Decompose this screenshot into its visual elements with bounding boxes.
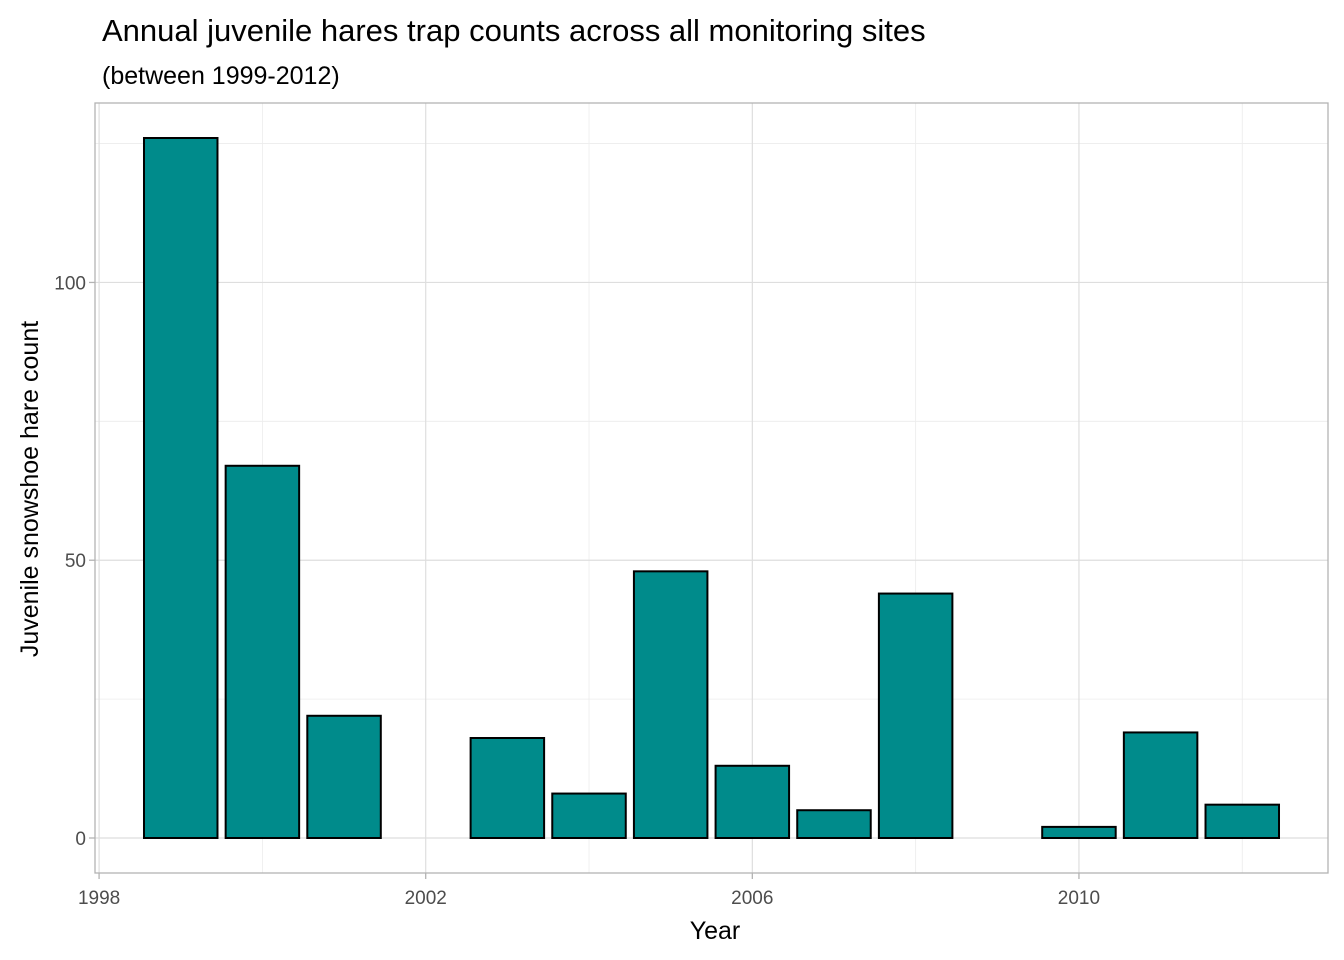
bar <box>1204 803 1281 840</box>
x-tick-label: 2010 <box>1058 888 1100 909</box>
y-tick-label: 100 <box>54 273 86 294</box>
bar <box>1041 825 1117 840</box>
x-tick-label: 2002 <box>405 888 447 909</box>
bar <box>714 764 791 839</box>
y-axis-title: Juvenile snowshoe hare count <box>16 321 44 657</box>
x-tick-labels: 1998 2002 2006 2010 <box>78 888 1100 909</box>
axis-ticks <box>89 281 1080 879</box>
bars <box>142 137 1281 840</box>
y-tick-labels: 0 50 100 <box>54 273 86 850</box>
bar <box>306 714 382 839</box>
y-tick-label: 0 <box>75 829 86 850</box>
major-gridlines <box>95 103 1328 873</box>
bar <box>469 737 546 839</box>
x-tick-label: 1998 <box>78 888 120 909</box>
y-tick-label: 50 <box>65 551 86 572</box>
bar <box>551 792 627 839</box>
bar <box>796 809 872 840</box>
bar <box>224 464 301 839</box>
minor-gridlines <box>95 103 1328 873</box>
plot-panel-border <box>94 102 1329 874</box>
bar <box>1122 731 1199 840</box>
chart-subtitle: (between 1999-2012) <box>102 62 340 90</box>
bar <box>877 592 954 839</box>
chart-title: Annual juvenile hares trap counts across… <box>102 13 926 48</box>
bar <box>142 137 219 839</box>
x-tick-label: 2006 <box>731 888 773 909</box>
bar <box>632 570 709 839</box>
x-axis-title: Year <box>690 917 741 945</box>
